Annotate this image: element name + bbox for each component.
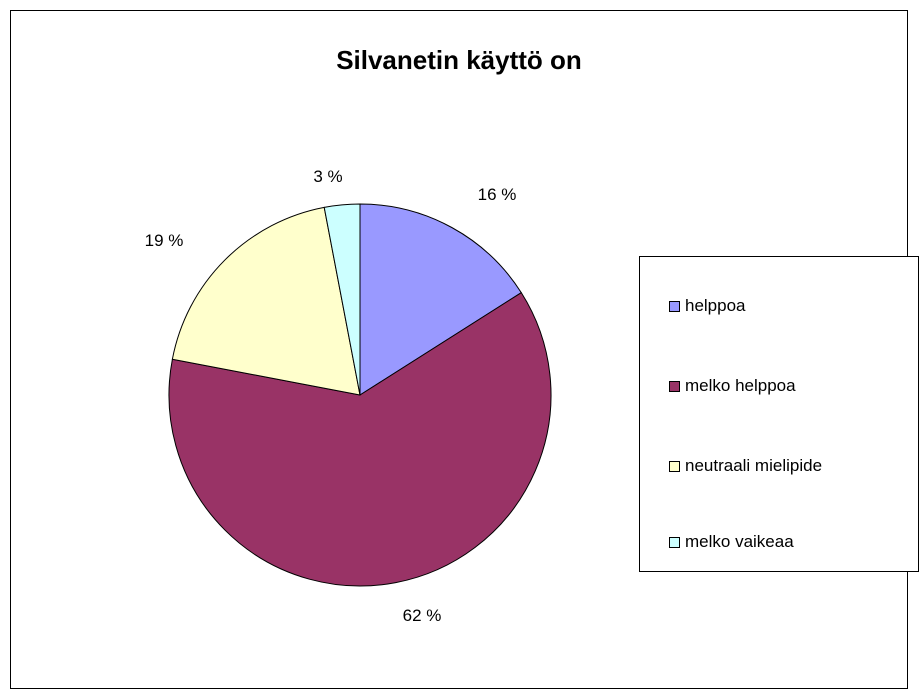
legend-swatch [669, 380, 680, 392]
pie-slice-melko-helppoa [168, 291, 552, 587]
chart-area: Silvanetin käyttö on 16 % 62 % 19 % 3 % hel… [10, 10, 919, 689]
legend-swatch [669, 300, 680, 312]
legend-swatch [669, 460, 680, 472]
legend-item-helppoa: helppoa [669, 296, 746, 316]
data-label: 19 % [145, 231, 184, 250]
legend-item-neutraali-mielipide: neutraali mielipide [669, 456, 822, 476]
legend-label: melko vaikeaa [685, 532, 794, 551]
legend-label: helppoa [685, 296, 746, 315]
legend-item-melko-vaikeaa: melko vaikeaa [669, 532, 794, 552]
chart-title: Silvanetin käyttö on [336, 45, 582, 75]
legend-label: melko helppoa [685, 376, 796, 395]
pie-slice-neutraali-mielipide [171, 206, 361, 396]
data-label: 62 % [403, 606, 442, 625]
pie-slice-helppoa [359, 203, 522, 396]
legend: helppoa melko helppoa neutraali mielipid… [639, 256, 919, 572]
legend-item-melko-helppoa: melko helppoa [669, 376, 796, 396]
data-label: 3 % [313, 167, 342, 186]
legend-swatch [669, 536, 680, 548]
legend-label: neutraali mielipide [685, 456, 823, 475]
pie-chart: 16 % 62 % 19 % 3 % [145, 167, 552, 625]
pie-slice-melko-vaikeaa [323, 203, 361, 396]
data-label: 16 % [478, 185, 517, 204]
